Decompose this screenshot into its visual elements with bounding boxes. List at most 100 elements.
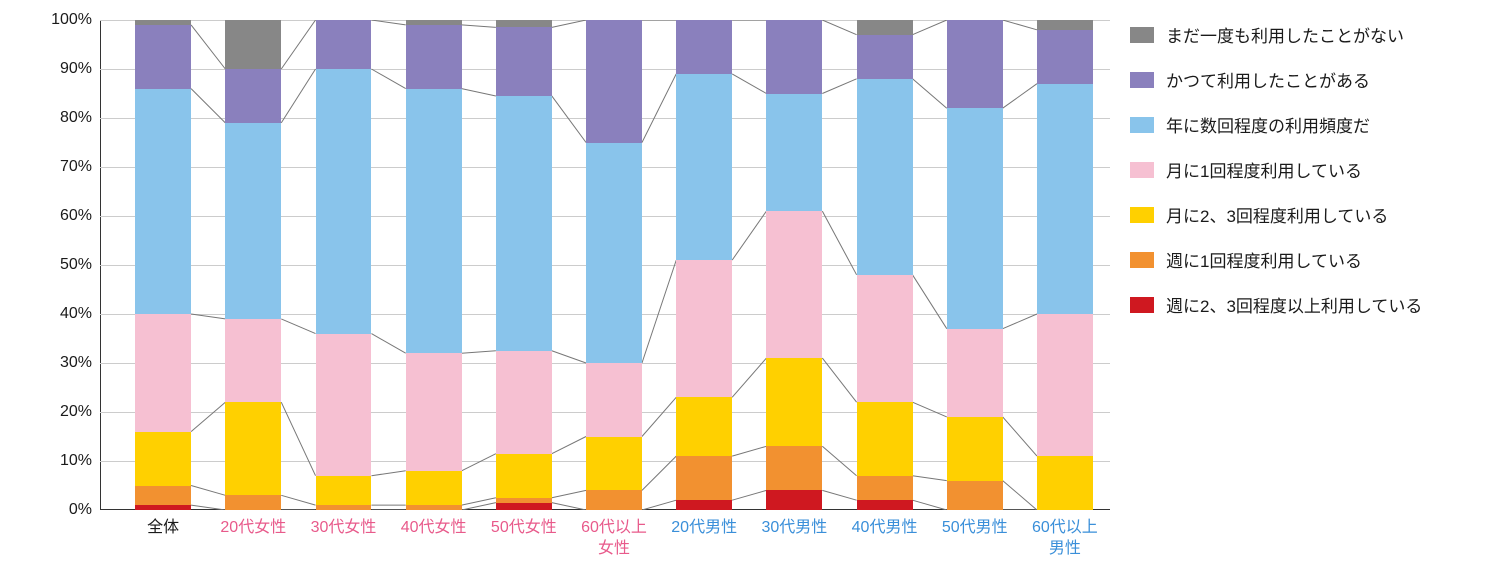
bar-segment: [586, 143, 642, 364]
bar-segment: [406, 20, 462, 25]
bar-segment: [316, 476, 372, 505]
bar-segment: [676, 20, 732, 74]
bar-segment: [406, 25, 462, 89]
y-tick-label: 0%: [37, 501, 92, 519]
bar-group: [496, 20, 552, 510]
bar-group: [766, 20, 822, 510]
bar-segment: [496, 27, 552, 96]
plot-area: [100, 20, 1110, 510]
bar-group: [1037, 20, 1093, 510]
bar-segment: [676, 260, 732, 397]
bar-segment: [857, 500, 913, 510]
bar-segment: [225, 123, 281, 319]
bar-segment: [857, 275, 913, 402]
bar-segment: [676, 74, 732, 260]
x-tick-label: 20代男性: [654, 518, 754, 539]
legend-label: かつて利用したことがある: [1166, 67, 1370, 92]
legend-swatch: [1130, 252, 1154, 268]
bar-group: [676, 20, 732, 510]
bar-segment: [766, 358, 822, 446]
bar-segment: [586, 490, 642, 510]
bar-segment: [676, 397, 732, 456]
legend-item: かつて利用したことがある: [1130, 67, 1490, 92]
bar-segment: [316, 69, 372, 334]
bar-segment: [135, 25, 191, 89]
x-tick-label: 20代女性: [203, 518, 303, 539]
stacked-bar-chart: [100, 20, 1110, 510]
legend-item: まだ一度も利用したことがない: [1130, 22, 1490, 47]
bar-segment: [857, 79, 913, 275]
legend-swatch: [1130, 27, 1154, 43]
y-tick-label: 60%: [37, 207, 92, 225]
bar-segment: [225, 69, 281, 123]
bar-segment: [1037, 30, 1093, 84]
bar-segment: [766, 94, 822, 212]
x-tick-label: 50代男性: [925, 518, 1025, 539]
bar-segment: [135, 89, 191, 314]
y-tick-label: 70%: [37, 158, 92, 176]
bar-segment: [947, 20, 1003, 108]
bar-group: [947, 20, 1003, 510]
bar-segment: [496, 498, 552, 503]
legend-label: まだ一度も利用したことがない: [1166, 22, 1404, 47]
legend-item: 週に2、3回程度以上利用している: [1130, 292, 1490, 317]
legend-swatch: [1130, 297, 1154, 313]
y-tick-label: 90%: [37, 60, 92, 78]
bar-segment: [857, 476, 913, 501]
bar-segment: [406, 505, 462, 510]
x-tick-label: 全体: [113, 518, 213, 539]
bar-segment: [766, 20, 822, 94]
bar-segment: [135, 432, 191, 486]
y-tick-label: 50%: [37, 256, 92, 274]
x-tick-label: 30代男性: [744, 518, 844, 539]
bar-segment: [676, 456, 732, 500]
x-tick-label: 30代女性: [293, 518, 393, 539]
y-tick-label: 100%: [37, 11, 92, 29]
y-tick-label: 80%: [37, 109, 92, 127]
y-tick-label: 30%: [37, 354, 92, 372]
bar-segment: [135, 486, 191, 506]
legend-label: 週に1回程度利用している: [1166, 247, 1362, 272]
legend-swatch: [1130, 117, 1154, 133]
legend-item: 月に2、3回程度利用している: [1130, 202, 1490, 227]
y-tick-label: 10%: [37, 452, 92, 470]
bar-segment: [316, 20, 372, 69]
bar-segment: [316, 334, 372, 476]
x-tick-label: 60代以上 女性: [564, 518, 664, 560]
bar-segment: [496, 503, 552, 510]
legend-label: 年に数回程度の利用頻度だ: [1166, 112, 1370, 137]
legend-item: 年に数回程度の利用頻度だ: [1130, 112, 1490, 137]
bar-group: [586, 20, 642, 510]
bar-segment: [135, 20, 191, 25]
legend: まだ一度も利用したことがないかつて利用したことがある年に数回程度の利用頻度だ月に…: [1130, 22, 1490, 337]
bar-segment: [586, 20, 642, 143]
bar-segment: [586, 437, 642, 491]
bar-segment: [406, 353, 462, 471]
bar-segment: [225, 402, 281, 495]
bar-segment: [766, 211, 822, 358]
bar-segment: [135, 505, 191, 510]
bar-segment: [857, 402, 913, 476]
legend-label: 月に1回程度利用している: [1166, 157, 1362, 182]
bar-segment: [406, 89, 462, 354]
bar-segment: [225, 495, 281, 510]
y-tick-label: 20%: [37, 403, 92, 421]
x-tick-label: 40代男性: [835, 518, 935, 539]
bar-group: [135, 20, 191, 510]
bar-group: [406, 20, 462, 510]
bar-segment: [1037, 20, 1093, 30]
legend-label: 週に2、3回程度以上利用している: [1166, 292, 1422, 317]
legend-swatch: [1130, 162, 1154, 178]
bar-segment: [947, 481, 1003, 510]
y-tick-label: 40%: [37, 305, 92, 323]
legend-swatch: [1130, 72, 1154, 88]
bar-segment: [1037, 456, 1093, 510]
bar-segment: [225, 20, 281, 69]
legend-item: 週に1回程度利用している: [1130, 247, 1490, 272]
x-tick-label: 60代以上 男性: [1015, 518, 1115, 560]
bar-segment: [225, 319, 281, 402]
bar-segment: [766, 490, 822, 510]
legend-item: 月に1回程度利用している: [1130, 157, 1490, 182]
bar-segment: [586, 363, 642, 437]
bar-segment: [496, 351, 552, 454]
